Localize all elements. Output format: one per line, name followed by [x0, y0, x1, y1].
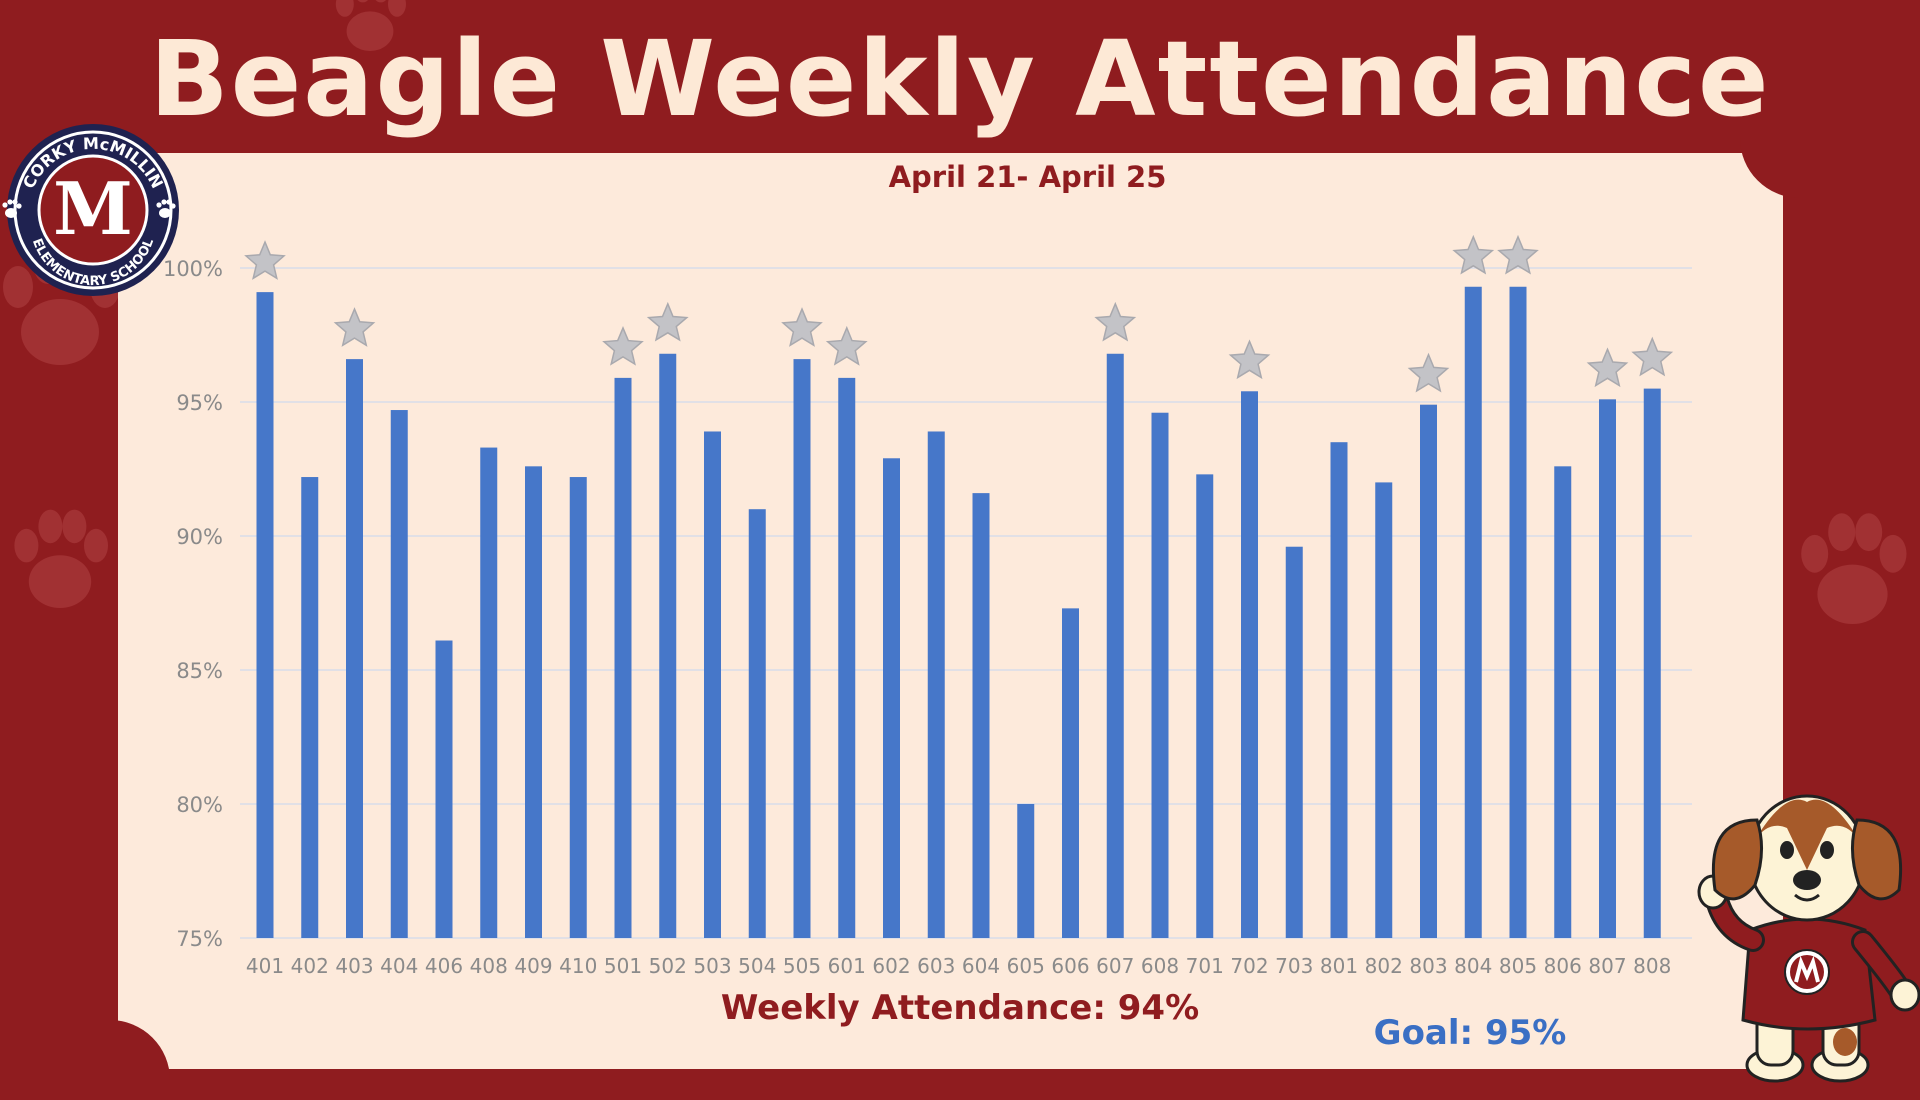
x-tick-label: 702	[1230, 954, 1268, 978]
bar-408	[480, 447, 498, 938]
bar-703	[1285, 546, 1303, 938]
paw-icon	[2, 199, 22, 218]
star-icon	[1586, 347, 1629, 388]
bar-601	[838, 377, 856, 938]
star-icon	[602, 325, 644, 366]
x-tick-label: 605	[1007, 954, 1045, 978]
x-tick-label: 408	[470, 954, 508, 978]
logo-letter: M	[53, 166, 133, 251]
bar-401	[256, 292, 274, 938]
star-icon	[1094, 301, 1137, 342]
bar-501	[614, 377, 632, 938]
y-tick-label: 80%	[176, 793, 223, 817]
star-icon	[1452, 234, 1495, 275]
star-icon	[646, 301, 689, 342]
x-tick-label: 807	[1588, 954, 1626, 978]
star-icon	[244, 240, 286, 280]
bar-402	[301, 477, 319, 938]
star-icon	[1407, 352, 1450, 393]
x-tick-label: 503	[693, 954, 731, 978]
x-tick-label: 801	[1320, 954, 1358, 978]
bar-701	[1196, 474, 1214, 938]
y-tick-label: 100%	[163, 257, 223, 281]
paw-icon	[156, 199, 176, 218]
y-tick-label: 95%	[176, 391, 223, 415]
star-icon	[1228, 339, 1271, 380]
x-tick-label: 402	[291, 954, 329, 978]
school-logo: CORKY McMILLIN ELEMENTARY SCHOOL M	[2, 124, 179, 296]
x-tick-label: 805	[1499, 954, 1537, 978]
x-tick-label: 808	[1633, 954, 1671, 978]
bar-603	[927, 431, 945, 938]
x-tick-label: 604	[962, 954, 1000, 978]
x-tick-label: 401	[246, 954, 284, 978]
paw-print-decoration	[1801, 513, 1907, 624]
x-tick-label: 601	[828, 954, 866, 978]
paw-print-decoration	[335, 0, 406, 51]
x-tick-label: 804	[1454, 954, 1492, 978]
weekly-attendance-label: Weekly Attendance: 94%	[720, 988, 1200, 1028]
x-tick-label: 608	[1141, 954, 1179, 978]
bar-806	[1554, 466, 1572, 938]
goal-label: Goal: 95%	[1373, 1013, 1567, 1053]
bar-403	[346, 359, 363, 938]
x-tick-label: 404	[380, 954, 418, 978]
bar-802	[1375, 482, 1393, 938]
bar-607	[1106, 353, 1124, 938]
x-tick-label: 607	[1096, 954, 1134, 978]
bar-808	[1643, 388, 1661, 939]
bar-604	[972, 493, 990, 938]
chart-subtitle: April 21- April 25	[888, 160, 1167, 194]
bar-503	[704, 431, 721, 938]
x-tick-label: 501	[604, 954, 642, 978]
x-tick-label: 409	[514, 954, 552, 978]
bar-803	[1420, 404, 1437, 938]
bar-404	[390, 410, 408, 938]
x-tick-label: 703	[1275, 954, 1313, 978]
x-tick-label: 505	[783, 954, 821, 978]
page-title: Beagle Weekly Attendance	[149, 18, 1771, 140]
x-tick-label: 802	[1365, 954, 1403, 978]
bar-801	[1330, 442, 1348, 938]
star-icon	[781, 307, 823, 347]
x-tick-label: 403	[335, 954, 373, 978]
y-tick-label: 90%	[176, 525, 223, 549]
star-icon	[825, 325, 868, 366]
y-tick-label: 85%	[176, 659, 223, 683]
star-icon	[333, 307, 376, 347]
bar-702	[1241, 391, 1258, 938]
beagle-mascot-illustration	[1697, 794, 1920, 1083]
star-icon	[1631, 336, 1674, 377]
star-icon	[1497, 234, 1539, 275]
x-tick-label: 406	[425, 954, 463, 978]
x-tick-label: 502	[649, 954, 687, 978]
bar-807	[1599, 399, 1616, 938]
bar-406	[435, 640, 453, 938]
x-tick-label: 504	[738, 954, 776, 978]
bar-602	[883, 458, 900, 938]
bar-502	[659, 353, 677, 938]
bar-505	[793, 359, 811, 938]
bar-410	[569, 477, 587, 938]
x-tick-label: 603	[917, 954, 955, 978]
x-tick-label: 606	[1051, 954, 1089, 978]
bar-608	[1151, 412, 1169, 939]
x-tick-label: 803	[1409, 954, 1447, 978]
bar-805	[1509, 286, 1527, 938]
x-tick-label: 701	[1186, 954, 1224, 978]
x-tick-label: 602	[872, 954, 910, 978]
y-tick-label: 75%	[176, 927, 223, 951]
x-tick-label: 410	[559, 954, 597, 978]
x-tick-label: 806	[1544, 954, 1582, 978]
bar-605	[1017, 804, 1035, 938]
bar-504	[748, 509, 766, 938]
bar-606	[1062, 608, 1079, 938]
bar-409	[525, 466, 542, 938]
bar-804	[1464, 286, 1482, 938]
paw-print-decoration	[14, 509, 108, 608]
